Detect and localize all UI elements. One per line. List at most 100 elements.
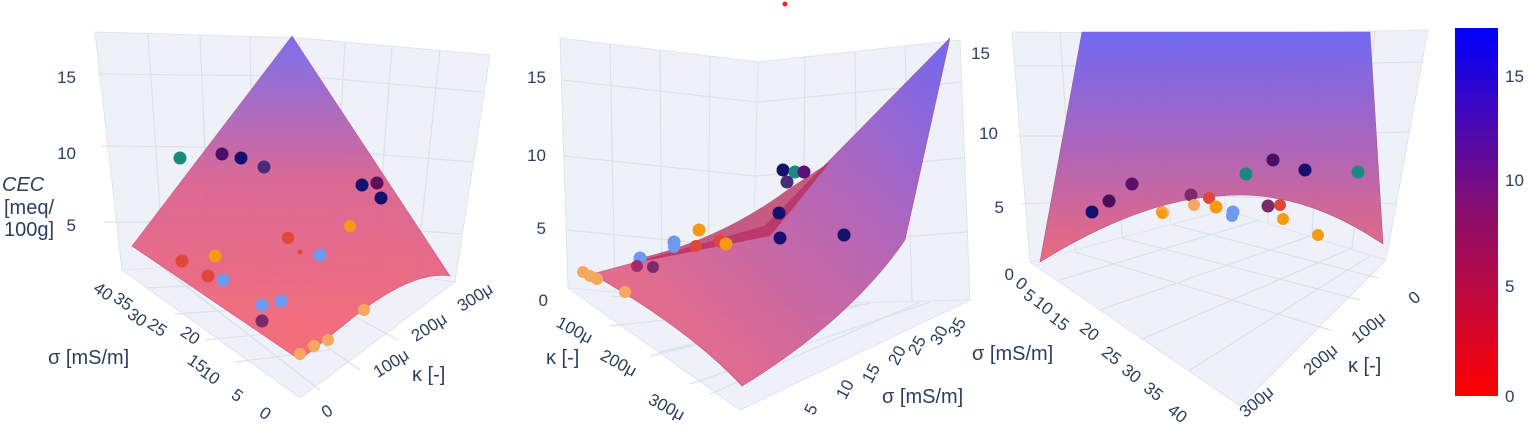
z-tick: 0 (1005, 265, 1014, 284)
marker (1351, 165, 1365, 179)
marker (1157, 209, 1167, 219)
z-tick: 15 (57, 68, 76, 87)
colorbar-tick: 0 (1505, 387, 1514, 406)
panel-2: 0 5 10 15 5 10 15 20 25 30 35 σ [mS/m] 1… (527, 1, 971, 425)
x-axis-title: σ [mS/m] (48, 347, 129, 369)
x-tick: 0 (256, 403, 275, 424)
x-axis-title: σ [mS/m] (972, 343, 1053, 365)
marker (647, 261, 659, 273)
y-axis-title: κ [-] (412, 364, 445, 386)
z-tick: 5 (67, 216, 76, 235)
marker (797, 165, 811, 179)
scatter-markers (173, 147, 388, 360)
z-tick: 5 (995, 198, 1004, 217)
marker (1312, 229, 1324, 241)
panel-3: 0 5 10 15 0 5 10 15 20 25 30 35 40 σ [mS… (971, 29, 1429, 427)
marker (780, 175, 794, 189)
marker (1239, 167, 1253, 181)
marker (1274, 199, 1286, 211)
marker (1277, 213, 1289, 225)
colorbar: 0 5 10 15 (1455, 28, 1524, 406)
x-tick: 5 (228, 385, 247, 406)
z-title-line: 100g] (4, 219, 54, 241)
scatter-markers (577, 1, 851, 298)
marker (692, 223, 706, 237)
scatter-markers (1085, 153, 1365, 241)
z-title-line: CEC (2, 174, 45, 196)
y-tick: 300μ (645, 390, 688, 425)
marker (1125, 177, 1139, 191)
z-ticks: 0 5 10 15 (971, 44, 1014, 284)
marker (370, 176, 384, 190)
z-tick: 10 (57, 144, 76, 163)
marker (668, 241, 680, 253)
marker (255, 298, 269, 312)
marker (1102, 194, 1116, 208)
x-tick: 25 (1098, 342, 1125, 369)
z-ticks: 5 10 15 (57, 68, 76, 235)
y-tick: 0 (1405, 287, 1424, 308)
marker (308, 340, 320, 352)
x-tick: 35 (1140, 378, 1167, 405)
colorbar-tick: 10 (1505, 171, 1524, 190)
z-tick: 15 (971, 44, 990, 63)
z-title-line: [meq/ (4, 197, 54, 219)
colorbar-ticks: 0 5 10 15 (1505, 67, 1524, 406)
panel-1: 5 10 15 CEC [meq/ 100g] 40 35 30 25 20 1… (2, 31, 496, 424)
z-tick: 10 (979, 124, 998, 143)
marker (201, 269, 215, 283)
floor-pane (1028, 209, 1387, 407)
x-tick: 30 (1118, 360, 1145, 387)
marker (322, 334, 334, 346)
z-ticks: 0 5 10 15 (527, 68, 548, 310)
y-tick: 0 (318, 401, 336, 422)
marker (591, 273, 603, 285)
marker (1226, 210, 1238, 222)
marker (1184, 188, 1198, 202)
marker (208, 249, 222, 263)
marker (173, 151, 187, 165)
marker (690, 240, 702, 252)
marker (631, 260, 643, 272)
marker (1266, 153, 1280, 167)
colorbar-tick: 15 (1505, 67, 1524, 86)
y-tick: 100μ (553, 313, 596, 348)
marker (374, 191, 388, 205)
marker (255, 314, 269, 328)
z-tick: 5 (537, 219, 546, 238)
z-axis-title: CEC [meq/ 100g] (2, 174, 54, 241)
z-tick: 0 (539, 291, 548, 310)
marker (776, 163, 790, 177)
y-axis-title: κ [-] (1348, 355, 1381, 377)
marker (772, 206, 786, 220)
marker (282, 232, 294, 244)
marker (313, 248, 327, 262)
marker (719, 237, 733, 251)
colorbar-tick: 5 (1505, 277, 1514, 296)
z-tick: 15 (527, 68, 546, 87)
marker (788, 165, 802, 179)
x-tick: 40 (1164, 400, 1191, 427)
marker (274, 294, 288, 308)
y-tick: 300μ (454, 279, 496, 315)
x-tick: 15 (858, 361, 884, 387)
marker (1209, 200, 1223, 214)
marker (215, 147, 229, 161)
marker (344, 220, 356, 232)
x-tick: 20 (1076, 318, 1103, 345)
marker (234, 151, 248, 165)
marker (619, 286, 631, 298)
colorbar-gradient (1455, 28, 1498, 396)
marker (773, 231, 787, 245)
x-tick: 5 (801, 401, 822, 418)
y-tick: 200μ (597, 346, 640, 381)
marker (1188, 199, 1200, 211)
marker (358, 304, 370, 316)
y-tick: 100μ (370, 345, 412, 381)
marker (1203, 192, 1215, 204)
regression-surface-fold (640, 162, 830, 262)
x-axis-title: σ [mS/m] (882, 386, 963, 408)
marker (1298, 163, 1312, 177)
marker (175, 254, 189, 268)
y-tick: 200μ (408, 309, 450, 345)
